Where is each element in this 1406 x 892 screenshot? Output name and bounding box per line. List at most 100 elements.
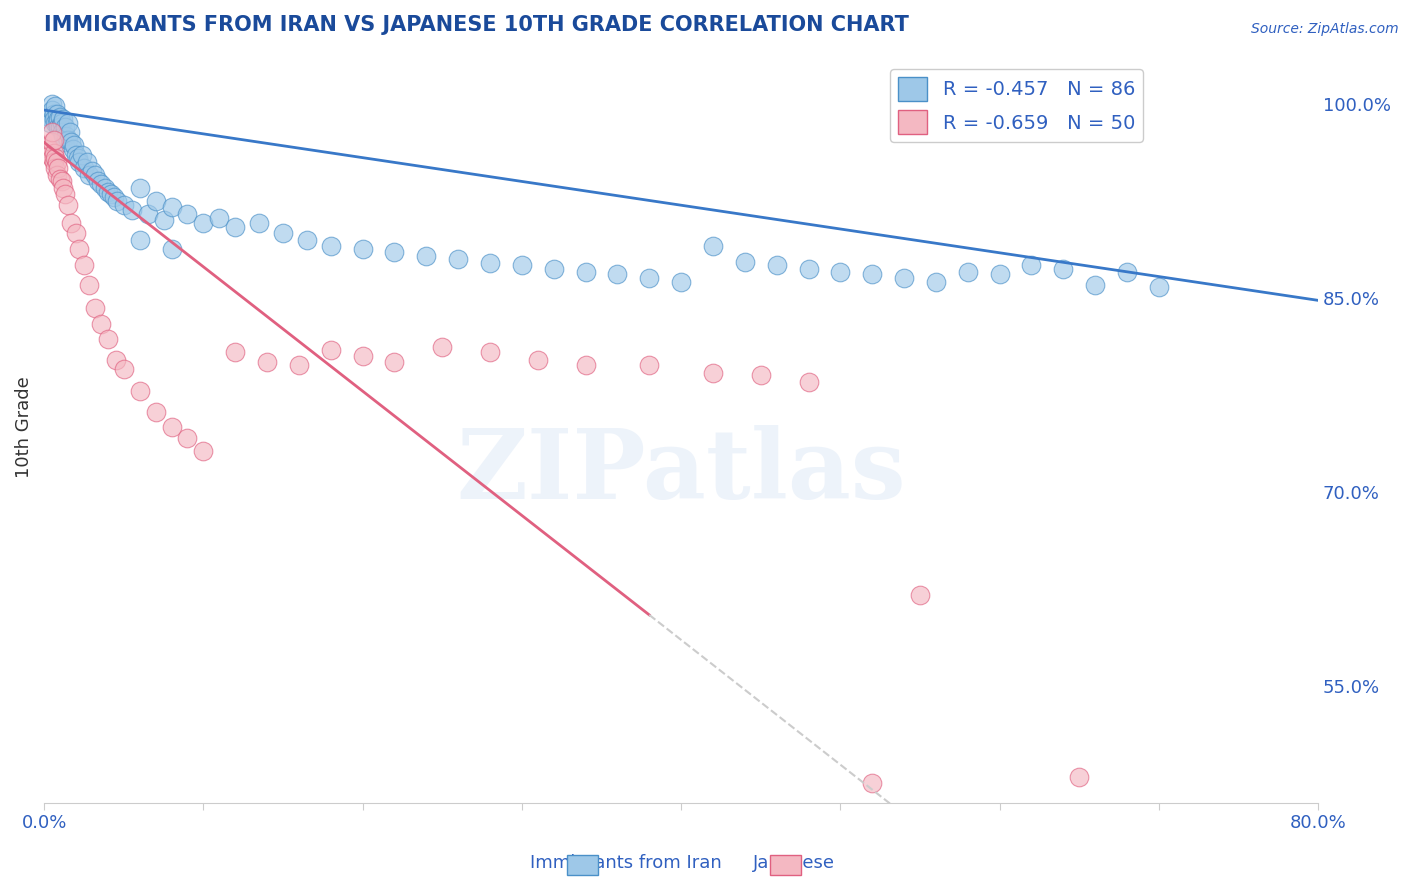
Point	[606, 268, 628, 282]
Point	[48, 120, 70, 134]
Point	[479, 345, 502, 359]
Point	[527, 352, 550, 367]
Point	[80, 164, 103, 178]
Point	[152, 213, 174, 227]
Point	[45, 116, 67, 130]
Point	[1147, 280, 1170, 294]
Point	[53, 120, 76, 134]
Point	[44, 116, 66, 130]
Point	[39, 116, 62, 130]
Point	[42, 112, 65, 127]
Point	[58, 125, 80, 139]
Point	[224, 219, 246, 234]
Point	[128, 233, 150, 247]
Y-axis label: 10th Grade: 10th Grade	[15, 376, 32, 478]
Point	[67, 154, 90, 169]
Point	[112, 197, 135, 211]
Point	[97, 332, 120, 346]
Point	[76, 154, 98, 169]
Point	[65, 148, 87, 162]
Point	[830, 265, 852, 279]
Point	[56, 197, 79, 211]
Point	[988, 268, 1011, 282]
Point	[319, 239, 342, 253]
Point	[765, 259, 787, 273]
Point	[893, 271, 915, 285]
Point	[73, 259, 96, 273]
Point	[62, 142, 84, 156]
Point	[319, 343, 342, 357]
Legend: R = -0.457   N = 86, R = -0.659   N = 50: R = -0.457 N = 86, R = -0.659 N = 50	[890, 69, 1143, 142]
Point	[56, 133, 79, 147]
Point	[41, 103, 63, 117]
Point	[44, 151, 66, 165]
Point	[638, 358, 661, 372]
Point	[352, 242, 374, 256]
Point	[295, 233, 318, 247]
Point	[160, 420, 183, 434]
Point	[136, 207, 159, 221]
Point	[415, 249, 437, 263]
Point	[72, 148, 94, 162]
Point	[66, 151, 89, 165]
Point	[247, 216, 270, 230]
Text: Source: ZipAtlas.com: Source: ZipAtlas.com	[1251, 22, 1399, 37]
Point	[55, 128, 77, 143]
Point	[176, 431, 198, 445]
Point	[44, 99, 66, 113]
Point	[51, 125, 73, 139]
Point	[44, 161, 66, 176]
Point	[84, 168, 107, 182]
Point	[49, 171, 72, 186]
Point	[193, 443, 215, 458]
Point	[479, 256, 502, 270]
Point	[1084, 277, 1107, 292]
Point	[103, 190, 125, 204]
Text: Immigrants from Iran: Immigrants from Iran	[530, 855, 721, 872]
Point	[42, 133, 65, 147]
Point	[574, 358, 596, 372]
Point	[543, 262, 565, 277]
Point	[90, 177, 112, 191]
Point	[52, 180, 75, 194]
Point	[447, 252, 470, 266]
Point	[749, 368, 772, 383]
Point	[52, 128, 75, 143]
Point	[432, 340, 454, 354]
Point	[51, 116, 73, 130]
Point	[100, 187, 122, 202]
Point	[42, 154, 65, 169]
Point	[384, 355, 406, 369]
Point	[51, 174, 73, 188]
Point	[1116, 265, 1139, 279]
Point	[925, 275, 948, 289]
Point	[105, 194, 128, 208]
Point	[193, 216, 215, 230]
Point	[352, 349, 374, 363]
Point	[41, 125, 63, 139]
Point	[860, 268, 883, 282]
Point	[77, 277, 100, 292]
Point	[908, 589, 931, 603]
Point	[60, 136, 83, 150]
Point	[176, 207, 198, 221]
Point	[574, 265, 596, 279]
Point	[97, 185, 120, 199]
Point	[90, 317, 112, 331]
Point	[104, 352, 127, 367]
Point	[53, 187, 76, 202]
Point	[288, 358, 311, 372]
Point	[42, 107, 65, 121]
Point	[256, 355, 278, 369]
Point	[49, 110, 72, 124]
Point	[128, 180, 150, 194]
Point	[63, 138, 86, 153]
Point	[271, 226, 294, 240]
Point	[160, 242, 183, 256]
Point	[702, 366, 724, 380]
Point	[52, 112, 75, 127]
Point	[38, 110, 60, 124]
Point	[384, 245, 406, 260]
Point	[145, 405, 167, 419]
Point	[208, 211, 231, 225]
